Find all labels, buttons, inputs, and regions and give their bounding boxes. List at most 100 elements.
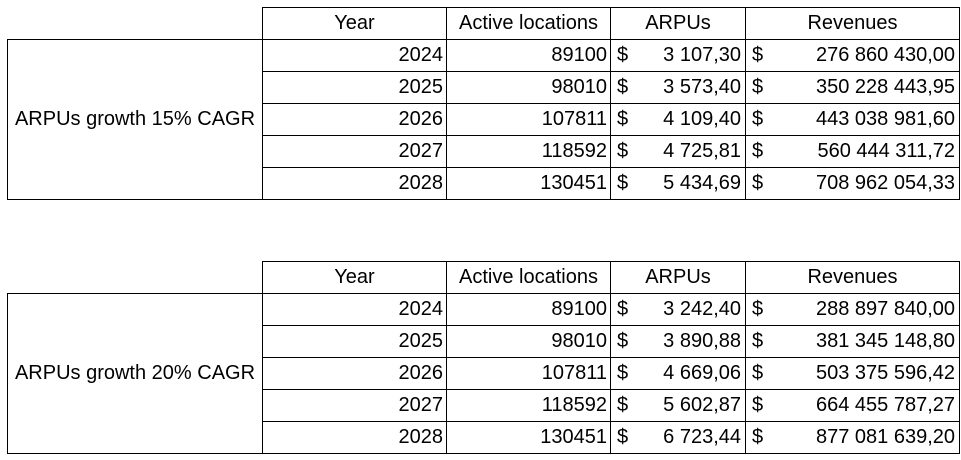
scenario-label[interactable]: ARPUs growth 20% CAGR [7, 293, 263, 454]
revenues-value: 503 375 596,42 [815, 362, 955, 384]
currency-symbol: $ [752, 172, 764, 194]
currency-symbol: $ [617, 298, 629, 320]
arpu-20-cagr-block: Year Active locations ARPUs Revenues ARP… [7, 261, 960, 454]
active-locations-cell[interactable]: 98010 [446, 71, 611, 104]
active-locations-cell[interactable]: 107811 [446, 357, 611, 390]
arpus-cell[interactable]: $3 107,30 [610, 39, 746, 72]
currency-symbol: $ [617, 76, 629, 98]
revenues-cell[interactable]: $443 038 981,60 [745, 103, 960, 136]
active-locations-cell[interactable]: 118592 [446, 135, 611, 168]
arpus-value: 4 109,40 [663, 108, 741, 130]
arpu-20-cagr-table: Year Active locations ARPUs Revenues ARP… [7, 261, 960, 454]
currency-symbol: $ [617, 108, 629, 130]
active-locations-cell[interactable]: 89100 [446, 39, 611, 72]
active-locations-cell[interactable]: 98010 [446, 325, 611, 358]
table-row: 2025 98010 $3 890,88 $381 345 148,80 [8, 325, 960, 358]
revenues-value: 877 081 639,20 [815, 426, 955, 448]
revenues-value: 276 860 430,00 [815, 44, 955, 66]
arpus-value: 6 723,44 [663, 426, 741, 448]
arpus-value: 5 434,69 [663, 172, 741, 194]
arpus-value: 3 242,40 [663, 298, 741, 320]
year-cell[interactable]: 2024 [262, 39, 447, 72]
year-cell[interactable]: 2028 [262, 167, 447, 200]
arpus-header[interactable]: ARPUs [610, 7, 746, 40]
currency-symbol: $ [617, 394, 629, 416]
revenues-cell[interactable]: $350 228 443,95 [745, 71, 960, 104]
revenues-value: 350 228 443,95 [815, 76, 955, 98]
revenues-cell[interactable]: $276 860 430,00 [745, 39, 960, 72]
currency-symbol: $ [752, 140, 764, 162]
arpus-value: 3 890,88 [663, 330, 741, 352]
currency-symbol: $ [752, 426, 764, 448]
arpu-15-cagr-table: Year Active locations ARPUs Revenues ARP… [7, 7, 960, 200]
header-row: Year Active locations ARPUs Revenues [8, 261, 960, 294]
revenues-cell[interactable]: $664 455 787,27 [745, 389, 960, 422]
empty-corner-cell [8, 262, 263, 294]
active-locations-cell[interactable]: 107811 [446, 103, 611, 136]
revenues-cell[interactable]: $560 444 311,72 [745, 135, 960, 168]
currency-symbol: $ [617, 172, 629, 194]
revenues-value: 708 962 054,33 [815, 172, 955, 194]
active-locations-header[interactable]: Active locations [446, 7, 611, 40]
revenues-cell[interactable]: $708 962 054,33 [745, 167, 960, 200]
table-row: 2025 98010 $3 573,40 $350 228 443,95 [8, 71, 960, 104]
arpus-cell[interactable]: $4 109,40 [610, 103, 746, 136]
arpus-value: 3 573,40 [663, 76, 741, 98]
table-row: ARPUs growth 20% CAGR 2024 89100 $3 242,… [7, 293, 960, 454]
year-cell[interactable]: 2025 [262, 325, 447, 358]
revenues-cell[interactable]: $288 897 840,00 [745, 293, 960, 326]
arpus-value: 4 725,81 [663, 140, 741, 162]
table-row: 2027 118592 $5 602,87 $664 455 787,27 [8, 389, 960, 422]
currency-symbol: $ [752, 362, 764, 384]
currency-symbol: $ [752, 394, 764, 416]
arpu-15-cagr-block: Year Active locations ARPUs Revenues ARP… [7, 7, 960, 200]
active-locations-cell[interactable]: 118592 [446, 389, 611, 422]
year-cell[interactable]: 2028 [262, 421, 447, 454]
year-cell[interactable]: 2027 [262, 389, 447, 422]
arpus-cell[interactable]: $3 242,40 [610, 293, 746, 326]
currency-symbol: $ [752, 44, 764, 66]
revenues-cell[interactable]: $503 375 596,42 [745, 357, 960, 390]
arpus-value: 4 669,06 [663, 362, 741, 384]
header-row: Year Active locations ARPUs Revenues [8, 7, 960, 40]
arpus-cell[interactable]: $5 434,69 [610, 167, 746, 200]
currency-symbol: $ [752, 108, 764, 130]
revenues-value: 560 444 311,72 [817, 140, 955, 162]
table-row: 2028 130451 $5 434,69 $708 962 054,33 [8, 167, 960, 200]
revenues-value: 288 897 840,00 [815, 298, 955, 320]
active-locations-cell[interactable]: 89100 [446, 293, 611, 326]
currency-symbol: $ [617, 362, 629, 384]
currency-symbol: $ [617, 140, 629, 162]
active-locations-cell[interactable]: 130451 [446, 421, 611, 454]
arpus-value: 5 602,87 [663, 394, 741, 416]
year-cell[interactable]: 2026 [262, 103, 447, 136]
revenues-value: 664 455 787,27 [815, 394, 955, 416]
year-header[interactable]: Year [262, 7, 447, 40]
arpus-cell[interactable]: $5 602,87 [610, 389, 746, 422]
active-locations-cell[interactable]: 130451 [446, 167, 611, 200]
year-cell[interactable]: 2026 [262, 357, 447, 390]
arpus-header[interactable]: ARPUs [610, 261, 746, 294]
table-row: 2026 107811 $4 669,06 $503 375 596,42 [8, 357, 960, 390]
revenues-cell[interactable]: $381 345 148,80 [745, 325, 960, 358]
arpus-cell[interactable]: $3 890,88 [610, 325, 746, 358]
year-cell[interactable]: 2024 [262, 293, 447, 326]
table-row: 2028 130451 $6 723,44 $877 081 639,20 [8, 421, 960, 454]
revenues-header[interactable]: Revenues [745, 261, 960, 294]
arpus-cell[interactable]: $6 723,44 [610, 421, 746, 454]
currency-symbol: $ [617, 44, 629, 66]
year-cell[interactable]: 2027 [262, 135, 447, 168]
arpus-cell[interactable]: $4 669,06 [610, 357, 746, 390]
arpus-cell[interactable]: $3 573,40 [610, 71, 746, 104]
revenues-value: 381 345 148,80 [815, 330, 955, 352]
year-header[interactable]: Year [262, 261, 447, 294]
table-row: 2027 118592 $4 725,81 $560 444 311,72 [8, 135, 960, 168]
revenues-cell[interactable]: $877 081 639,20 [745, 421, 960, 454]
arpus-cell[interactable]: $4 725,81 [610, 135, 746, 168]
year-cell[interactable]: 2025 [262, 71, 447, 104]
currency-symbol: $ [617, 426, 629, 448]
scenario-label[interactable]: ARPUs growth 15% CAGR [7, 39, 263, 200]
empty-corner-cell [8, 8, 263, 40]
revenues-header[interactable]: Revenues [745, 7, 960, 40]
active-locations-header[interactable]: Active locations [446, 261, 611, 294]
